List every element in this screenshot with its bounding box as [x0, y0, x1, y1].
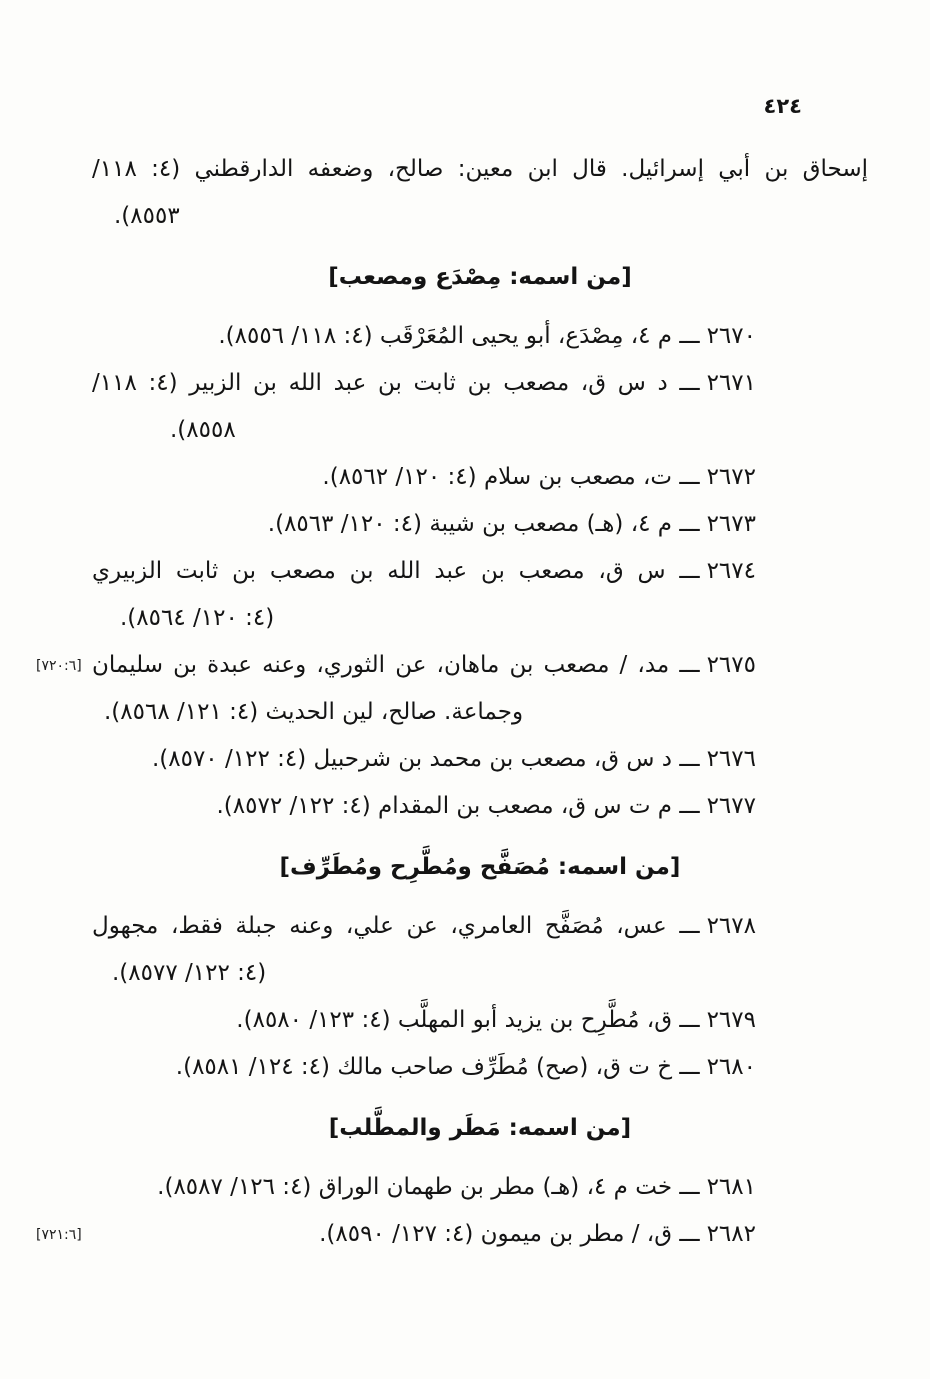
entry-line: ٢٦٧٨ـــ عس، مُصَفَّح العامري، عن علي، وع…	[92, 903, 868, 950]
entry-number: ٢٦٧٥	[706, 652, 756, 678]
entry-text: ـــ م ت س ق، مصعب بن المقدام (٤: ١٢٢/ ٨٥…	[216, 793, 700, 819]
intro-line-1: إسحاق بن أبي إسرائيل. قال ابن معين: صالح…	[92, 156, 869, 182]
entry-text: ـــ مد، / مصعب بن ماهان، عن الثوري، وعنه…	[92, 652, 700, 678]
intro-paragraph: إسحاق بن أبي إسرائيل. قال ابن معين: صالح…	[92, 146, 868, 240]
entry-text: ـــ د س ق، مصعب بن ثابت بن عبد الله بن ا…	[92, 370, 700, 396]
entry-line: ٢٦٨٢ـــ ق، / مطر بن ميمون (٤: ١٢٧/ ٨٥٩٠)…	[92, 1211, 868, 1258]
entry-number: ٢٦٧٢	[706, 464, 756, 490]
entry-continuation: (٤: ١٢٢/ ٨٥٧٧).	[112, 960, 267, 986]
entry-2682: [٧٢١:٦] ٢٦٨٢ـــ ق، / مطر بن ميمون (٤: ١٢…	[36, 1211, 868, 1258]
entry-line: ٢٦٧٥ـــ مد، / مصعب بن ماهان، عن الثوري، …	[92, 642, 868, 689]
entry-2675: [٧٢٠:٦] ٢٦٧٥ـــ مد، / مصعب بن ماهان، عن …	[36, 642, 868, 736]
entry-line: ٢٦٨١ـــ خت م ٤، (هـ) مطر بن طهمان الوراق…	[92, 1164, 868, 1211]
entry-text: ـــ خت م ٤، (هـ) مطر بن طهمان الوراق (٤:…	[157, 1174, 700, 1200]
entry-line: ٢٦٧٧ـــ م ت س ق، مصعب بن المقدام (٤: ١٢٢…	[92, 783, 868, 830]
entry-number: ٢٦٧٩	[706, 1007, 756, 1033]
entry-text: ـــ س ق، مصعب بن عبد الله بن مصعب بن ثاب…	[92, 558, 700, 584]
entry-number: ٢٦٨٠	[706, 1054, 756, 1080]
entry-2678: ٢٦٧٨ـــ عس، مُصَفَّح العامري، عن علي، وع…	[92, 903, 868, 997]
entry-line: ٢٦٧٣ـــ م ٤، (هـ) مصعب بن شيبة (٤: ١٢٠/ …	[92, 501, 868, 548]
entry-text: ـــ م ٤، (هـ) مصعب بن شيبة (٤: ١٢٠/ ٨٥٦٣…	[267, 511, 700, 537]
entry-continuation: وجماعة. صالح، لين الحديث (٤: ١٢١/ ٨٥٦٨).	[104, 699, 524, 725]
entry-number: ٢٦٧٣	[706, 511, 756, 537]
entry-number: ٢٦٧٠	[706, 323, 756, 349]
entry-number: ٢٦٧١	[706, 370, 757, 396]
entry-text: ـــ عس، مُصَفَّح العامري، عن علي، وعنه ج…	[92, 913, 700, 939]
entry-text: ـــ ق، مُطَّرِح بن يزيد أبو المهلَّب (٤:…	[236, 1007, 700, 1033]
entry-2670: ٢٦٧٠ـــ م ٤، مِصْدَع، أبو يحيى المُعَرْق…	[92, 313, 868, 360]
page-content: إسحاق بن أبي إسرائيل. قال ابن معين: صالح…	[36, 146, 868, 1258]
entry-line: ٢٦٧٠ـــ م ٤، مِصْدَع، أبو يحيى المُعَرْق…	[92, 313, 868, 360]
entry-2674: ٢٦٧٤ـــ س ق، مصعب بن عبد الله بن مصعب بن…	[92, 548, 868, 642]
entry-number: ٢٦٧٤	[706, 558, 756, 584]
entry-2680: ٢٦٨٠ـــ خ ت ق، (صح) مُطَرِّف صاحب مالك (…	[92, 1044, 868, 1091]
entry-line: ٢٦٧٦ـــ د س ق، مصعب بن محمد بن شرحبيل (٤…	[92, 736, 868, 783]
margin-reference-note: [٧٢١:٦]	[36, 1227, 82, 1243]
page-number: ٤٢٤	[763, 94, 802, 118]
entry-number: ٢٦٧٦	[706, 746, 756, 772]
section-heading-matar-muttalib: [من اسمه: مَطَر والمطَّلب]	[328, 1115, 632, 1141]
entry-line: ٢٦٧٢ـــ ت، مصعب بن سلام (٤: ١٢٠/ ٨٥٦٢).	[92, 454, 868, 501]
entry-number: ٢٦٧٧	[706, 793, 756, 819]
entry-2671: ٢٦٧١ـــ د س ق، مصعب بن ثابت بن عبد الله …	[92, 360, 868, 454]
entry-line: ٢٦٧١ـــ د س ق، مصعب بن ثابت بن عبد الله …	[92, 360, 868, 407]
entry-number: ٢٦٨١	[706, 1174, 756, 1200]
section-heading-misda-musab: [من اسمه: مِصْدَع ومصعب]	[328, 264, 632, 290]
entry-line: ٢٦٨٠ـــ خ ت ق، (صح) مُطَرِّف صاحب مالك (…	[92, 1044, 868, 1091]
entry-2677: ٢٦٧٧ـــ م ت س ق، مصعب بن المقدام (٤: ١٢٢…	[92, 783, 868, 830]
entry-line: ٢٦٧٩ـــ ق، مُطَّرِح بن يزيد أبو المهلَّب…	[92, 997, 868, 1044]
entry-line: ٢٦٧٤ـــ س ق، مصعب بن عبد الله بن مصعب بن…	[92, 548, 868, 595]
entry-text: ـــ خ ت ق، (صح) مُطَرِّف صاحب مالك (٤: ١…	[175, 1054, 700, 1080]
entry-number: ٢٦٧٨	[706, 913, 756, 939]
entry-text: ـــ د س ق، مصعب بن محمد بن شرحبيل (٤: ١٢…	[151, 746, 700, 772]
margin-reference-note: [٧٢٠:٦]	[36, 658, 82, 674]
entry-2676: ٢٦٧٦ـــ د س ق، مصعب بن محمد بن شرحبيل (٤…	[92, 736, 868, 783]
intro-line-2: ٨٥٥٣).	[114, 203, 180, 229]
entry-2672: ٢٦٧٢ـــ ت، مصعب بن سلام (٤: ١٢٠/ ٨٥٦٢).	[92, 454, 868, 501]
entry-text: ـــ ق، / مطر بن ميمون (٤: ١٢٧/ ٨٥٩٠).	[319, 1221, 700, 1247]
entry-continuation: ٨٥٥٨).	[170, 417, 236, 443]
entry-2673: ٢٦٧٣ـــ م ٤، (هـ) مصعب بن شيبة (٤: ١٢٠/ …	[92, 501, 868, 548]
entry-text: ـــ ت، مصعب بن سلام (٤: ١٢٠/ ٨٥٦٢).	[322, 464, 700, 490]
entry-2681: ٢٦٨١ـــ خت م ٤، (هـ) مطر بن طهمان الوراق…	[92, 1164, 868, 1211]
entry-text: ـــ م ٤، مِصْدَع، أبو يحيى المُعَرْقَب (…	[218, 323, 700, 349]
entry-continuation: (٤: ١٢٠/ ٨٥٦٤).	[120, 605, 275, 631]
entry-2679: ٢٦٧٩ـــ ق، مُطَّرِح بن يزيد أبو المهلَّب…	[92, 997, 868, 1044]
entry-number: ٢٦٨٢	[706, 1221, 756, 1247]
section-heading-musaffah-mutarrih-mutarrif: [من اسمه: مُصَفَّح ومُطَّرِح ومُطَرِّف]	[279, 854, 681, 880]
